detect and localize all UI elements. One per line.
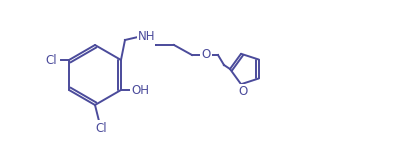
Text: O: O [238, 85, 247, 98]
Text: OH: OH [131, 84, 149, 97]
Text: O: O [201, 49, 211, 62]
Text: Cl: Cl [45, 53, 57, 66]
Text: NH: NH [138, 29, 156, 42]
Text: Cl: Cl [95, 122, 107, 135]
